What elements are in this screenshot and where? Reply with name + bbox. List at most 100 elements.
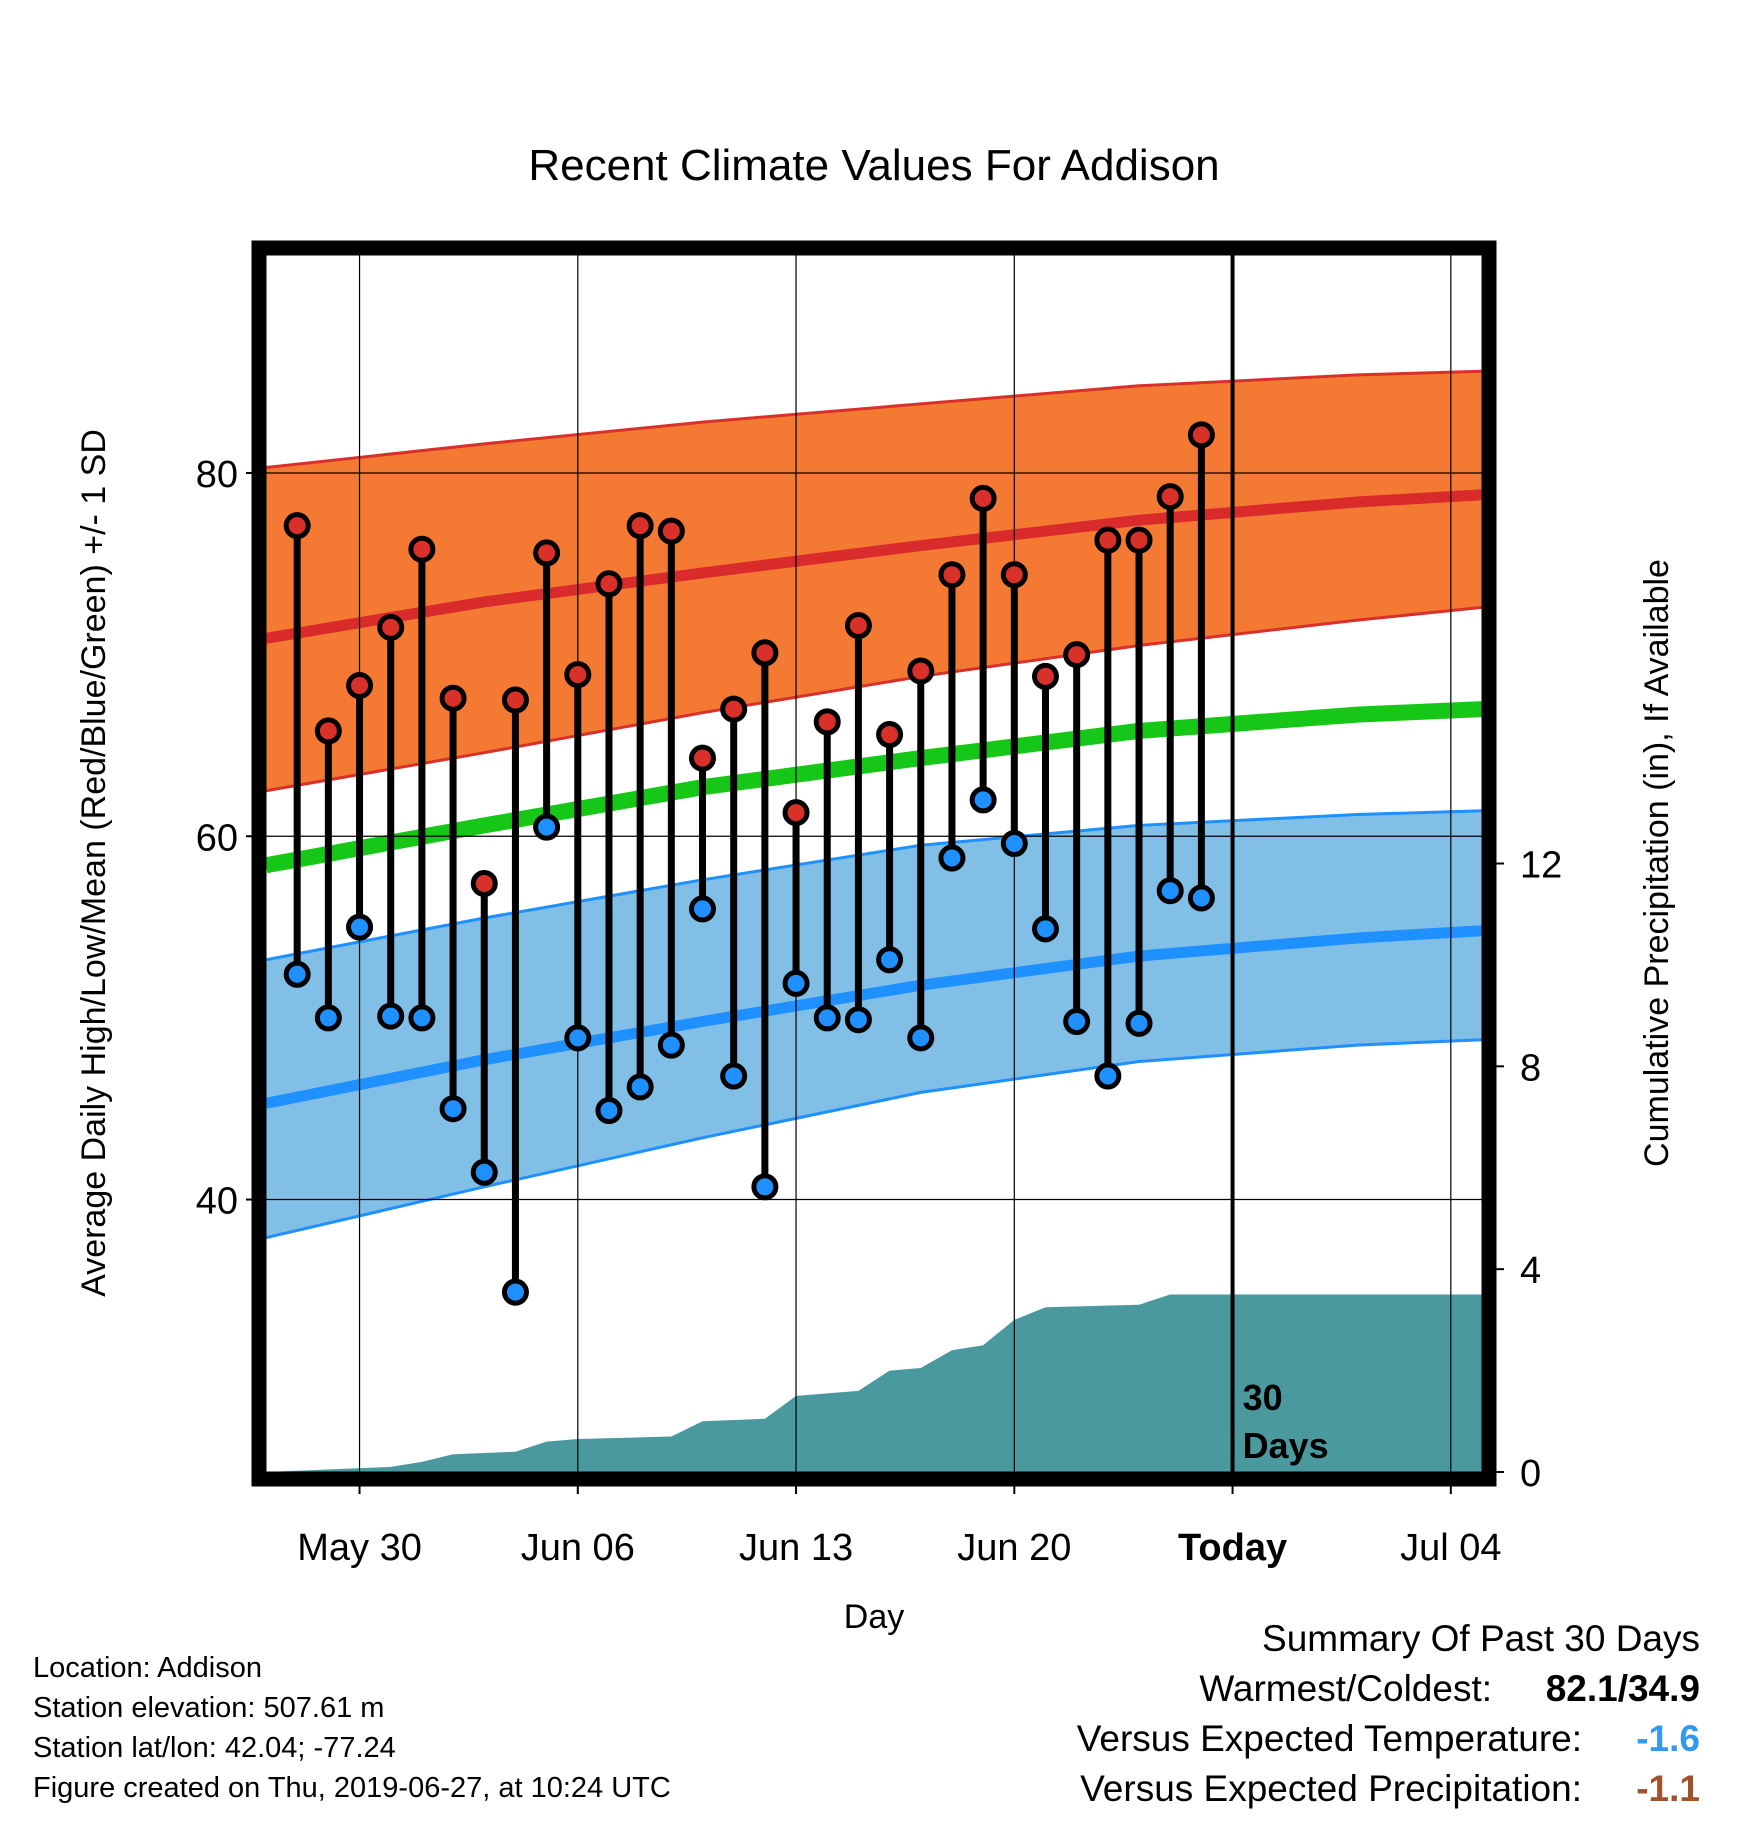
daily-low-dot: [314, 1004, 342, 1032]
y-tick-label: 60: [196, 817, 238, 859]
normal-high-line: [266, 489, 1482, 644]
daily-low-dot: [1094, 1062, 1122, 1090]
daily-low-dot: [689, 895, 717, 923]
daily-low-dot: [751, 1173, 779, 1201]
daily-low-dot: [938, 844, 966, 872]
axes: 40 60 80 0 4 8 12 May 30 Jun 06 Jun 13 Jun 20 Today…: [196, 240, 1562, 1569]
daily-high-dot: [876, 721, 904, 749]
daily-high-dot: [1156, 483, 1184, 511]
x-axis-label: Day: [844, 1598, 904, 1636]
temp-departure-label: Versus Expected Temperature:: [1076, 1718, 1582, 1759]
daily-high-dot: [564, 661, 592, 689]
daily-high-dot: [907, 657, 935, 685]
temp-departure-row: Versus Expected Temperature: -1.6: [1077, 1714, 1700, 1764]
daily-high-dot: [1000, 561, 1028, 589]
y2-tick-label: 12: [1520, 845, 1562, 887]
daily-high-dot: [595, 570, 623, 598]
y2-tick-label: 8: [1520, 1047, 1541, 1089]
daily-high-dot: [533, 539, 561, 567]
daily-low-dot: [439, 1095, 467, 1123]
x-tick-label: Today: [1178, 1527, 1287, 1569]
daily-low-dot: [408, 1004, 436, 1032]
summary-panel: Summary Of Past 30 Days Warmest/Coldest:…: [1077, 1614, 1700, 1814]
daily-low-dot: [1031, 915, 1059, 943]
daily-low-dot: [595, 1097, 623, 1125]
daily-high-dot: [938, 561, 966, 589]
daily-high-dot: [1094, 526, 1122, 554]
high-sd-band: [266, 371, 1482, 791]
station-info: Location: Addison Station elevation: 507…: [33, 1648, 671, 1808]
daily-low-dot: [657, 1031, 685, 1059]
daily-high-dot: [969, 484, 997, 512]
daily-high-dot: [1031, 662, 1059, 690]
daily-low-dot: [844, 1006, 872, 1034]
location-text: Location: Addison: [33, 1652, 262, 1684]
x-tick-label: Jul 04: [1400, 1527, 1501, 1569]
daily-high-dot: [689, 744, 717, 772]
daily-high-dot: [751, 639, 779, 667]
temp-departure-value: -1.6: [1636, 1718, 1700, 1759]
latlon-text: Station lat/lon: 42.04; -77.24: [33, 1732, 396, 1764]
daily-low-dot: [533, 813, 561, 841]
daily-low-dot: [346, 913, 374, 941]
daily-high-dot: [1063, 641, 1091, 669]
daily-high-dot: [470, 869, 498, 897]
precip-area: [266, 1294, 1482, 1472]
plot-area: 30 Days: [266, 255, 1482, 1472]
y-tick-label: 80: [196, 454, 238, 496]
daily-high-dot: [813, 708, 841, 736]
warm-cold-label: Warmest/Coldest:: [1199, 1668, 1492, 1709]
precip-departure-value: -1.1: [1636, 1768, 1700, 1809]
daily-low-dot: [813, 1004, 841, 1032]
y2-tick-label: 0: [1520, 1453, 1541, 1495]
y-tick-label: 40: [196, 1181, 238, 1223]
daily-high-dot: [283, 512, 311, 540]
x-tick-label: May 30: [297, 1527, 422, 1569]
daily-low-dot: [907, 1024, 935, 1052]
daily-low-dot: [1125, 1009, 1153, 1037]
daily-low-dot: [283, 960, 311, 988]
daily-low-dot: [626, 1073, 654, 1101]
elevation-text: Station elevation: 507.61 m: [33, 1692, 385, 1724]
daily-low-dot: [720, 1062, 748, 1090]
daily-low-dot: [564, 1024, 592, 1052]
daily-high-dot: [657, 517, 685, 545]
chart-title: Recent Climate Values For Addison: [528, 141, 1219, 190]
daily-low-dot: [1187, 884, 1215, 912]
daily-high-dot: [346, 671, 374, 699]
y2-tick-label: 4: [1520, 1250, 1541, 1292]
x-tick-label: Jun 20: [957, 1527, 1071, 1569]
warm-cold-value: 82.1/34.9: [1545, 1668, 1700, 1709]
daily-high-dot: [844, 612, 872, 640]
today-annotation: 30: [1243, 1377, 1283, 1418]
today-annotation: Days: [1243, 1425, 1329, 1466]
daily-low-dot: [470, 1158, 498, 1186]
daily-high-dot: [626, 512, 654, 540]
summary-heading: Summary Of Past 30 Days: [1262, 1618, 1700, 1659]
daily-low-dot: [782, 969, 810, 997]
daily-low-dot: [377, 1002, 405, 1030]
x-tick-label: Jun 13: [739, 1527, 853, 1569]
daily-high-dot: [782, 799, 810, 827]
high-band-upper-edge: [266, 369, 1482, 469]
daily-low-dot: [1156, 877, 1184, 905]
daily-high-dot: [439, 684, 467, 712]
x-tick-label: Jun 06: [521, 1527, 635, 1569]
y-axis-label: Average Daily High/Low/Mean (Red/Blue/Gr…: [75, 429, 113, 1297]
low-sd-band: [266, 810, 1482, 1238]
daily-high-dot: [314, 717, 342, 745]
daily-low-dot: [969, 786, 997, 814]
daily-low-dot: [1000, 830, 1028, 858]
daily-high-dot: [377, 613, 405, 641]
daily-high-dot: [720, 695, 748, 723]
daily-low-dot: [1063, 1008, 1091, 1036]
daily-high-dot: [1187, 421, 1215, 449]
daily-high-dot: [408, 535, 436, 563]
y2-axis-label: Cumulative Precipitation (in), If Availa…: [1638, 559, 1676, 1167]
daily-high-dot: [1125, 526, 1153, 554]
low-band-lower-edge: [266, 1038, 1482, 1240]
precip-departure-label: Versus Expected Precipitation:: [1080, 1768, 1582, 1809]
daily-high-dot: [501, 686, 529, 714]
daily-low-dot: [876, 946, 904, 974]
created-text: Figure created on Thu, 2019-06-27, at 10…: [33, 1772, 671, 1804]
